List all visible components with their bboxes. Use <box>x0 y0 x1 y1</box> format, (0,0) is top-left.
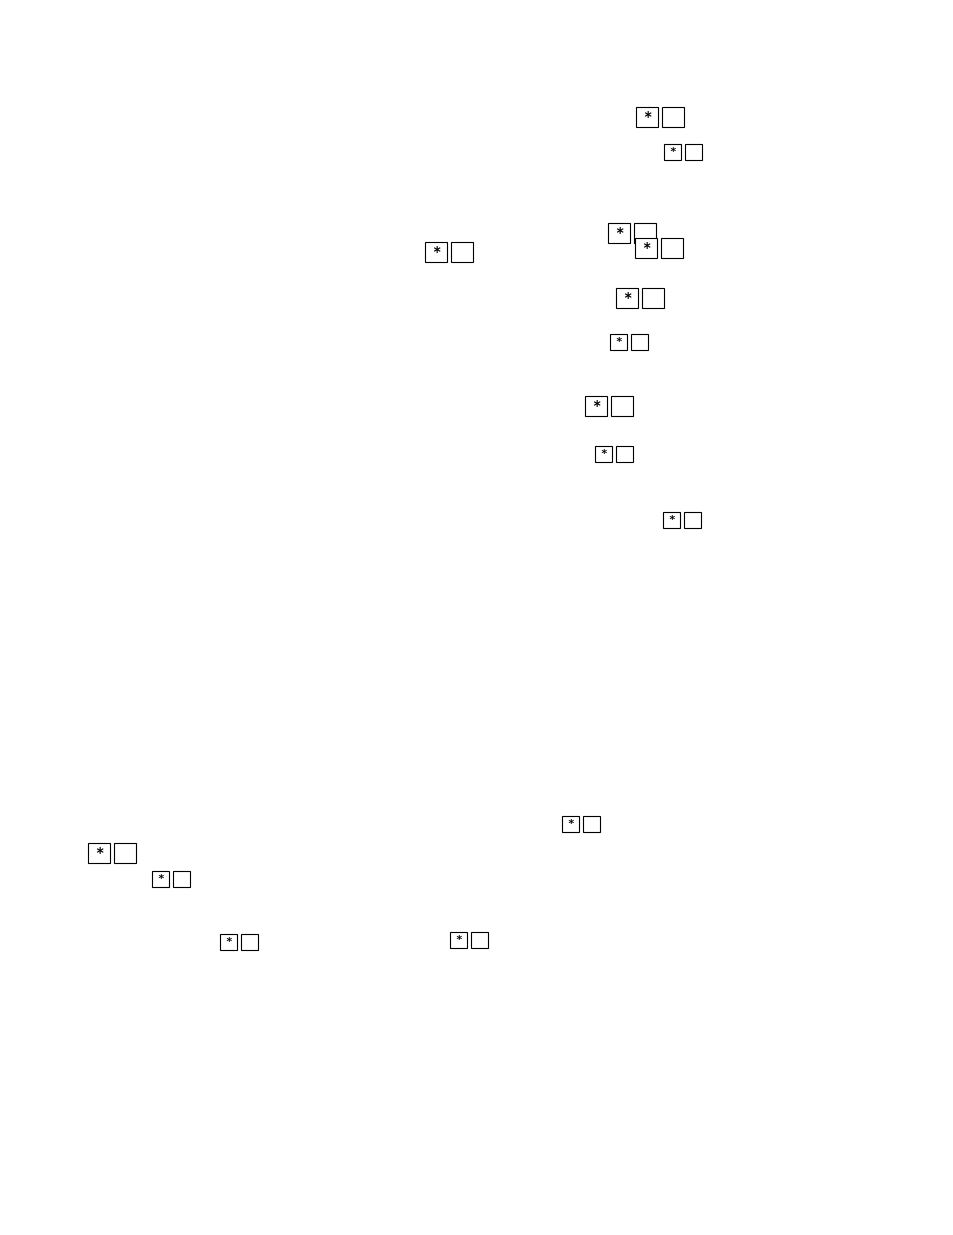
FancyBboxPatch shape <box>450 932 467 948</box>
FancyBboxPatch shape <box>607 224 629 243</box>
Text: *: * <box>667 515 674 525</box>
FancyBboxPatch shape <box>152 871 169 887</box>
FancyBboxPatch shape <box>561 816 578 832</box>
Text: *: * <box>641 241 650 254</box>
FancyBboxPatch shape <box>683 513 700 529</box>
FancyBboxPatch shape <box>424 242 447 262</box>
FancyBboxPatch shape <box>595 446 612 462</box>
FancyBboxPatch shape <box>451 242 473 262</box>
FancyBboxPatch shape <box>609 333 626 350</box>
FancyBboxPatch shape <box>616 446 633 462</box>
FancyBboxPatch shape <box>616 288 638 308</box>
FancyBboxPatch shape <box>663 144 680 161</box>
Text: *: * <box>432 245 439 259</box>
Text: *: * <box>94 846 103 860</box>
FancyBboxPatch shape <box>113 844 136 863</box>
FancyBboxPatch shape <box>582 816 599 832</box>
Text: *: * <box>591 399 599 412</box>
FancyBboxPatch shape <box>684 144 701 161</box>
FancyBboxPatch shape <box>630 333 647 350</box>
Text: *: * <box>566 819 574 829</box>
FancyBboxPatch shape <box>641 288 663 308</box>
Text: *: * <box>225 937 232 947</box>
FancyBboxPatch shape <box>172 871 190 887</box>
Text: *: * <box>622 291 631 305</box>
Text: *: * <box>599 450 606 459</box>
FancyBboxPatch shape <box>661 107 683 127</box>
FancyBboxPatch shape <box>634 224 656 243</box>
FancyBboxPatch shape <box>610 396 633 416</box>
FancyBboxPatch shape <box>636 107 658 127</box>
FancyBboxPatch shape <box>635 238 657 258</box>
Text: *: * <box>455 935 461 945</box>
Text: *: * <box>157 874 164 884</box>
FancyBboxPatch shape <box>220 934 236 950</box>
Text: *: * <box>614 226 622 240</box>
Text: *: * <box>615 337 621 347</box>
FancyBboxPatch shape <box>241 934 257 950</box>
FancyBboxPatch shape <box>471 932 488 948</box>
Text: *: * <box>642 110 651 124</box>
FancyBboxPatch shape <box>662 513 679 529</box>
FancyBboxPatch shape <box>584 396 606 416</box>
FancyBboxPatch shape <box>660 238 682 258</box>
Text: *: * <box>668 147 675 157</box>
FancyBboxPatch shape <box>88 844 110 863</box>
